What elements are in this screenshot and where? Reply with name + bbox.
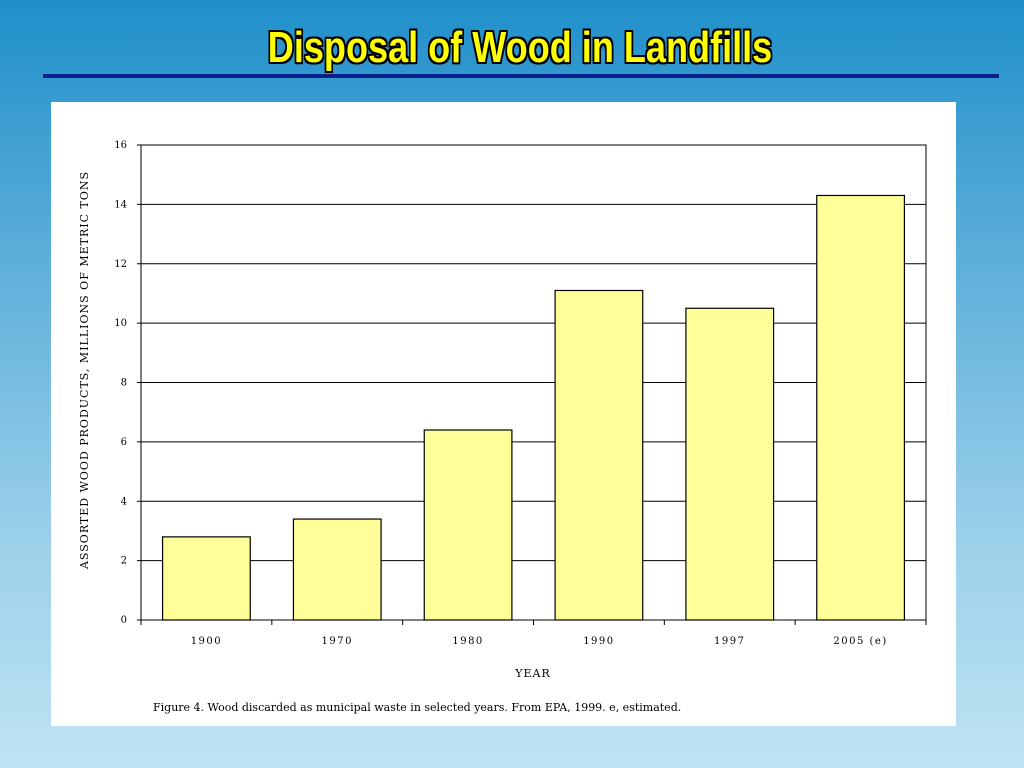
bar-1900	[161, 536, 251, 621]
title-divider	[43, 74, 999, 78]
figure-caption: Figure 4. Wood discarded as municipal wa…	[153, 701, 682, 714]
y-tick-label: 4	[121, 496, 127, 507]
gridlines	[141, 144, 926, 562]
bar-1997	[685, 307, 775, 621]
y-axis-title: ASSORTED WOOD PRODUCTS, MILLIONS OF METR…	[78, 171, 91, 570]
y-tick-label: 8	[121, 378, 127, 389]
y-tick-label: 10	[114, 318, 127, 329]
axes	[137, 144, 927, 625]
slide-title: Disposal of Wood in Landfills	[267, 23, 773, 72]
figure-panel	[51, 102, 956, 726]
y-tick-label: 6	[121, 437, 127, 448]
x-tick-label: 1980	[452, 636, 483, 647]
bars	[161, 194, 906, 621]
x-tick-label: 1900	[191, 636, 222, 647]
bar-1970	[292, 518, 382, 621]
x-tick-label: 1997	[714, 636, 745, 647]
y-tick-label: 12	[114, 259, 127, 270]
x-axis-title: YEAR	[514, 667, 551, 680]
y-tick-label: 0	[121, 615, 127, 626]
x-tick-label: 1970	[322, 636, 353, 647]
y-tick-label: 2	[121, 556, 127, 567]
bar-1980	[423, 429, 513, 621]
bar-1990	[554, 289, 644, 621]
y-tick-label: 16	[114, 140, 127, 151]
y-tick-label: 14	[114, 199, 127, 210]
x-tick-label: 1990	[583, 636, 614, 647]
x-tick-label: 2005 (e)	[833, 636, 887, 647]
bar-2005-e	[816, 194, 906, 621]
tick-labels: 0 2 4 6 8 10 12 14 16 1900 1970 1980 1990 1997 2005 (e…	[114, 140, 887, 647]
